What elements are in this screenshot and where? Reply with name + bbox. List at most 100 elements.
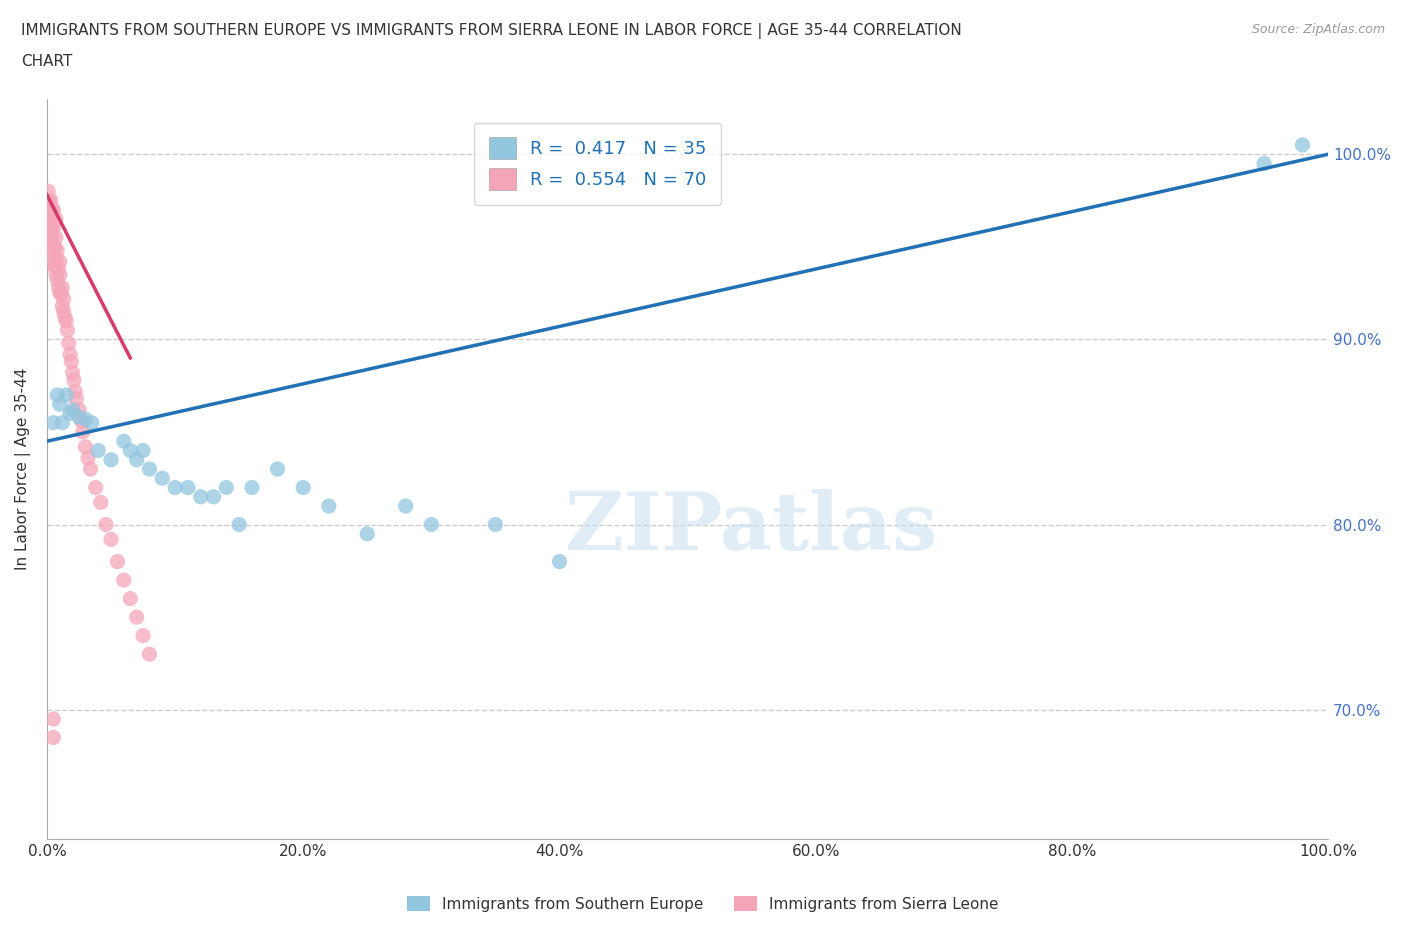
Point [39, 239, 62, 254]
Point [1291, 138, 1313, 153]
Point [100, 532, 122, 547]
Point [484, 517, 506, 532]
Legend: R =  0.417   N = 35, R =  0.554   N = 70: R = 0.417 N = 35, R = 0.554 N = 70 [474, 123, 721, 205]
Text: IMMIGRANTS FROM SOUTHERN EUROPE VS IMMIGRANTS FROM SIERRA LEONE IN LABOR FORCE |: IMMIGRANTS FROM SOUTHERN EUROPE VS IMMIG… [21, 23, 962, 39]
Point [112, 433, 135, 448]
Point [356, 526, 378, 541]
Point [41, 203, 63, 218]
Point [51, 416, 73, 431]
Point [125, 452, 148, 467]
Point [62, 365, 84, 380]
Point [46, 243, 69, 258]
Point [67, 410, 90, 425]
Point [59, 406, 82, 421]
Point [125, 610, 148, 625]
Point [38, 212, 60, 227]
Point [120, 443, 142, 458]
Point [45, 230, 67, 245]
Point [63, 384, 86, 399]
Point [39, 203, 62, 218]
Point [62, 403, 84, 418]
Point [46, 258, 69, 272]
Point [39, 220, 62, 235]
Point [65, 392, 87, 406]
Point [45, 248, 67, 263]
Point [38, 193, 60, 208]
Point [42, 711, 65, 726]
Point [215, 480, 238, 495]
Point [292, 480, 315, 495]
Point [49, 286, 72, 300]
Point [37, 220, 59, 235]
Point [228, 517, 250, 532]
Point [49, 254, 72, 269]
Point [60, 354, 83, 369]
Point [132, 443, 155, 458]
Point [177, 480, 200, 495]
Point [72, 425, 94, 440]
Point [100, 452, 122, 467]
Point [38, 230, 60, 245]
Point [55, 313, 77, 328]
Point [55, 388, 77, 403]
Point [107, 554, 129, 569]
Point [63, 373, 86, 388]
Point [39, 193, 62, 208]
Point [39, 239, 62, 254]
Point [38, 230, 60, 245]
Point [240, 480, 263, 495]
Point [1253, 156, 1275, 171]
Point [38, 212, 60, 227]
Point [46, 388, 69, 403]
Point [59, 347, 82, 362]
Point [49, 397, 72, 412]
Point [56, 323, 79, 338]
Point [46, 272, 69, 287]
Point [165, 480, 187, 495]
Point [420, 517, 443, 532]
Point [49, 267, 72, 282]
Point [51, 280, 73, 295]
Point [42, 730, 65, 745]
Point [132, 629, 155, 644]
Point [37, 184, 59, 199]
Point [42, 416, 65, 431]
Point [48, 280, 70, 295]
Point [37, 193, 59, 208]
Point [90, 495, 112, 510]
Point [45, 267, 67, 282]
Y-axis label: In Labor Force | Age 35-44: In Labor Force | Age 35-44 [15, 368, 31, 570]
Text: Source: ZipAtlas.com: Source: ZipAtlas.com [1251, 23, 1385, 36]
Point [79, 461, 101, 476]
Point [138, 461, 160, 476]
Point [120, 591, 142, 606]
Point [41, 248, 63, 263]
Point [150, 471, 173, 485]
Point [318, 498, 340, 513]
Point [266, 461, 288, 476]
Legend: Immigrants from Southern Europe, Immigrants from Sierra Leone: Immigrants from Southern Europe, Immigra… [401, 889, 1005, 918]
Point [58, 336, 80, 351]
Point [42, 203, 65, 218]
Point [37, 203, 59, 218]
Point [75, 439, 97, 454]
Point [41, 220, 63, 235]
Point [45, 212, 67, 227]
Point [80, 416, 103, 431]
Point [48, 261, 70, 276]
Point [53, 310, 76, 325]
Point [49, 286, 72, 300]
Point [67, 403, 90, 418]
Point [42, 258, 65, 272]
Point [52, 304, 75, 319]
Point [44, 239, 66, 254]
Point [395, 498, 418, 513]
Point [42, 239, 65, 254]
Point [52, 291, 75, 306]
Point [75, 412, 97, 427]
Point [548, 554, 571, 569]
Point [77, 450, 100, 465]
Point [41, 230, 63, 245]
Point [51, 299, 73, 313]
Point [37, 212, 59, 227]
